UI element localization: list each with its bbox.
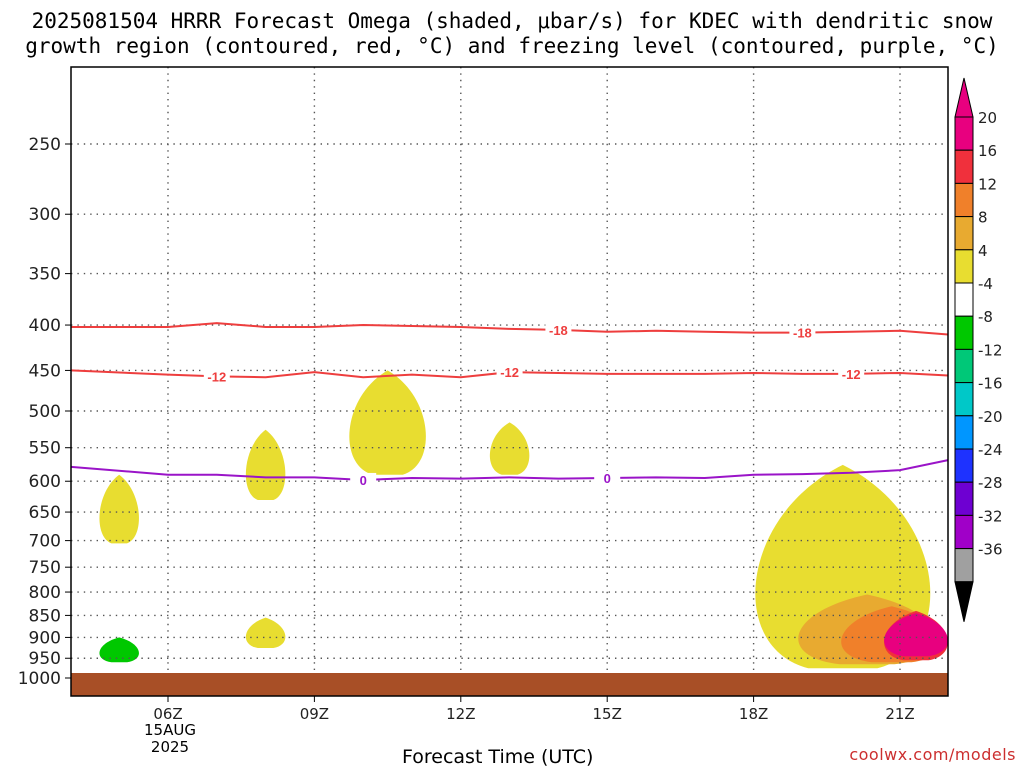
y-tick-label: 400 <box>29 316 61 336</box>
colorbar-label: 20 <box>978 109 997 127</box>
x-tick-label: 12Z <box>446 705 475 723</box>
colorbar-label: -12 <box>978 341 1003 359</box>
contour-label: -18 <box>793 326 812 341</box>
colorbar-label: -32 <box>978 507 1003 525</box>
contour-label-bg <box>496 365 523 380</box>
contour-label: -18 <box>549 323 568 338</box>
colorbar: 20 16 12 8 4 -4 -8 -12 -16 -20 -24 -28 -32 -36 <box>954 77 1003 622</box>
contour-label: -12 <box>500 365 519 380</box>
colorbar-swatch <box>954 216 974 251</box>
contour-label: -12 <box>842 367 861 382</box>
colorbar-label: -4 <box>978 275 993 293</box>
y-tick-label: 750 <box>29 558 61 578</box>
contour-label-bg <box>838 366 865 381</box>
contour-label-bg <box>545 322 572 337</box>
colorbar-swatch <box>954 514 974 550</box>
contour-label-bg <box>203 369 230 384</box>
colorbar-label: -8 <box>978 308 993 326</box>
y-tick-label: 650 <box>29 503 61 523</box>
colorbar-label: 4 <box>978 242 988 260</box>
omega-shade-region <box>489 422 530 475</box>
y-tick-label: 950 <box>29 649 61 669</box>
colorbar-swatch <box>954 415 974 450</box>
site-credit: coolwx.com/models <box>849 745 1016 764</box>
colorbar-swatch <box>954 315 974 350</box>
colorbar-label: 16 <box>978 142 997 160</box>
y-tick-label: 500 <box>29 402 61 422</box>
chart-title-line-2: growth region (contoured, red, °C) and f… <box>25 34 999 58</box>
contour-layer: -18 -18 -12 -12 -12 0 0 <box>70 322 949 488</box>
omega-shade-region <box>245 429 286 501</box>
y-tick-label: 800 <box>29 583 61 603</box>
colorbar-under-arrow <box>954 581 974 622</box>
colorbar-label: -28 <box>978 474 1003 492</box>
y-tick-label: 1000 <box>18 669 61 689</box>
contour-label: 0 <box>604 471 611 486</box>
contour-label-bg <box>789 325 816 340</box>
plot-frame <box>70 66 949 697</box>
chart-title-line-1: 2025081504 HRRR Forecast Omega (shaded, … <box>31 9 993 33</box>
omega-shade-region <box>349 370 426 475</box>
colorbar-swatch <box>954 481 974 516</box>
date-label-year: 2025 <box>150 738 190 756</box>
colorbar-swatch <box>954 282 974 317</box>
contour-line <box>71 322 949 336</box>
y-tick-label: 550 <box>29 439 61 459</box>
colorbar-label: -24 <box>978 441 1003 459</box>
contour-label-bg <box>594 471 621 486</box>
contour-label-bg <box>350 472 377 487</box>
y-tick-label: 250 <box>29 135 61 155</box>
colorbar-over-arrow <box>954 77 974 118</box>
omega-shading-layer <box>99 284 948 669</box>
x-axis-title: Forecast Time (UTC) <box>402 746 594 768</box>
omega-shade-region <box>245 617 286 648</box>
colorbar-swatch <box>954 116 974 151</box>
x-tick-label: 06Z <box>153 705 182 723</box>
colorbar-label: -36 <box>978 541 1003 559</box>
contour-label: -12 <box>207 369 226 384</box>
colorbar-label: -16 <box>978 375 1003 393</box>
colorbar-label: -20 <box>978 408 1003 426</box>
x-axis-ticks: 06Z 09Z 12Z 15Z 18Z 21Z <box>153 696 915 723</box>
y-tick-label: 350 <box>29 265 61 285</box>
colorbar-swatch <box>954 182 974 218</box>
x-tick-label: 15Z <box>593 705 622 723</box>
y-tick-label: 700 <box>29 532 61 552</box>
colorbar-swatch <box>954 448 974 483</box>
colorbar-swatch <box>954 348 974 384</box>
x-tick-label: 21Z <box>885 705 914 723</box>
colorbar-label: 12 <box>978 175 997 193</box>
y-tick-label: 600 <box>29 472 61 492</box>
omega-shade-region <box>343 284 383 316</box>
omega-shade-region <box>99 474 139 544</box>
contour-label: 0 <box>360 473 367 488</box>
date-label-day: 15AUG <box>144 721 196 739</box>
y-tick-label: 300 <box>29 205 61 225</box>
y-tick-label: 450 <box>29 361 61 381</box>
y-axis-ticks: 2503003504004505005506006507007508008509… <box>18 135 71 689</box>
contour-line <box>70 369 949 379</box>
ground-below-1000 <box>71 673 948 696</box>
colorbar-swatch <box>954 149 974 184</box>
x-tick-label: 18Z <box>739 705 768 723</box>
colorbar-swatch <box>954 382 974 417</box>
x-tick-label: 09Z <box>300 705 329 723</box>
colorbar-swatch <box>954 548 974 583</box>
colorbar-swatch <box>954 249 974 284</box>
y-tick-label: 850 <box>29 606 61 626</box>
y-tick-label: 900 <box>29 628 61 648</box>
omega-shade-region <box>99 637 139 663</box>
colorbar-label: 8 <box>978 209 988 227</box>
contour-line <box>70 459 949 481</box>
